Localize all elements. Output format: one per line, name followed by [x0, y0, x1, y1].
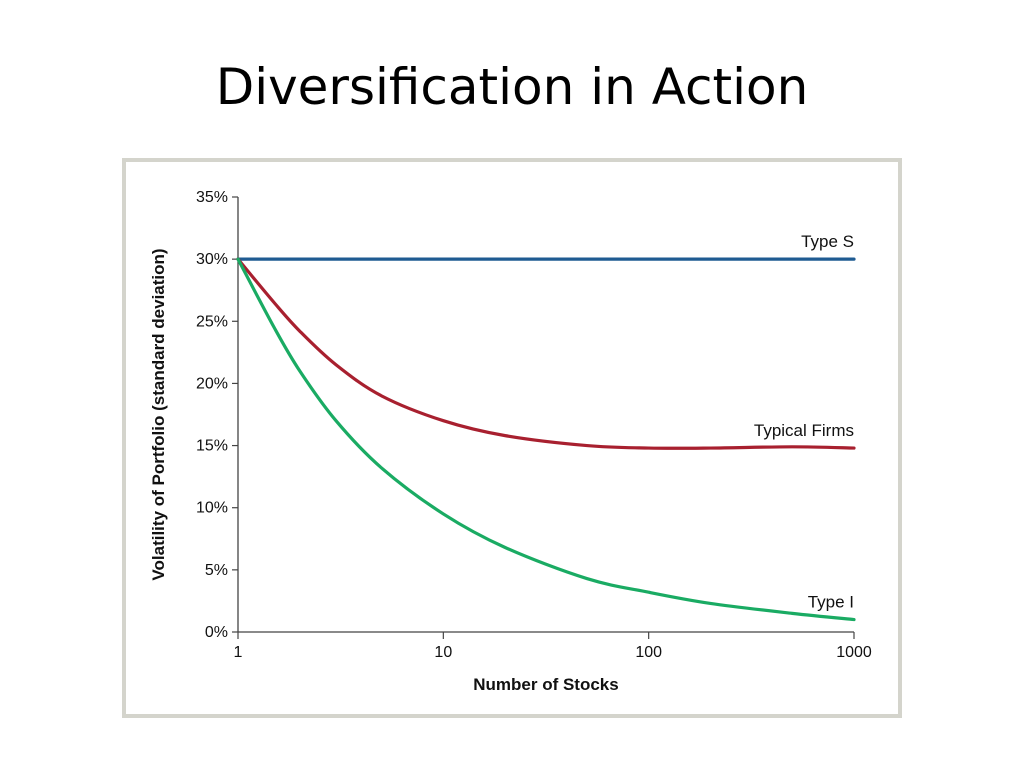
- y-axis-title: Volatility of Portfolio (standard deviat…: [149, 248, 168, 580]
- slide-title: Diversification in Action: [215, 58, 809, 116]
- series-label-type-s: Type S: [801, 232, 854, 251]
- series-line-typical-firms: [236, 257, 856, 450]
- y-tick-label: 20%: [196, 375, 228, 392]
- y-tick-label: 5%: [205, 562, 228, 579]
- volatility-line-chart: 0%5%10%15%20%25%30%35%1 10 100 1000 Type ST…: [149, 189, 872, 694]
- y-tick-label: 15%: [196, 438, 228, 455]
- series-lines: [236, 257, 856, 622]
- series-line-type-i: [236, 257, 856, 622]
- axes: [237, 197, 854, 633]
- x-tick-label: 1: [234, 644, 243, 661]
- y-tick-label: 0%: [205, 624, 228, 641]
- series-label-typical-firms: Typical Firms: [754, 421, 854, 440]
- x-tick-label: 100: [635, 644, 662, 661]
- y-tick-label: 35%: [196, 189, 228, 206]
- y-tick-label: 10%: [196, 500, 228, 517]
- y-tick-label: 25%: [196, 313, 228, 330]
- series-label-type-i: Type I: [808, 593, 854, 612]
- x-tick-label: 1000: [836, 644, 872, 661]
- x-tick-label: 10: [434, 644, 452, 661]
- x-axis-title: Number of Stocks: [473, 675, 618, 694]
- y-tick-label: 30%: [196, 251, 228, 268]
- tick-marks: 0% 5% 10% 15% 20% 25% 30% 35% 1 10 100 1000: [196, 189, 872, 661]
- series-labels: Type S Typical Firms Type I: [754, 232, 854, 611]
